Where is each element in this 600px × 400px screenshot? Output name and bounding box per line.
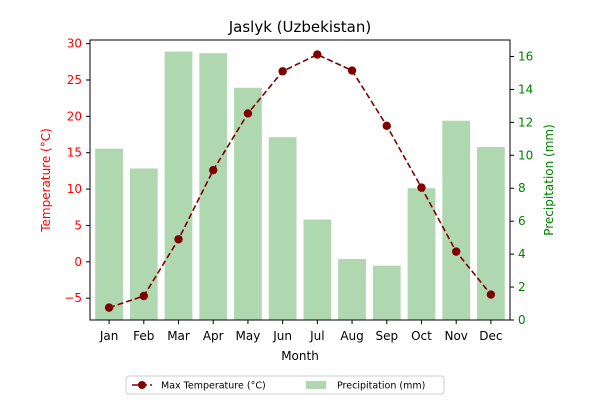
temp-point-may: [243, 109, 253, 118]
y-right-tick-label: 2: [518, 280, 526, 294]
temp-point-jul: [313, 50, 322, 59]
x-tick-label: Oct: [411, 329, 432, 343]
y-left-tick-label: 15: [67, 146, 82, 160]
precip-bar-jun: [268, 137, 297, 320]
precip-bar-mar: [164, 51, 193, 320]
precip-bar-jul: [303, 219, 332, 320]
y-axis-left-label: Temperature (°C): [39, 128, 53, 233]
precipitation-bars: [95, 51, 505, 321]
precip-bar-apr: [199, 53, 228, 320]
x-tick-label: Aug: [340, 329, 363, 343]
x-tick-label: Jan: [99, 329, 119, 343]
x-tick-label: Apr: [203, 329, 224, 343]
legend-box: [125, 375, 445, 395]
x-tick-label: Feb: [133, 329, 154, 343]
x-tick-label: Sep: [375, 329, 398, 343]
y-right-tick-label: 8: [518, 181, 526, 195]
legend-label-temperature: Max Temperature (°C): [161, 381, 266, 392]
temperature-series-line: [108, 53, 492, 309]
x-tick-label: Jul: [309, 329, 324, 343]
temp-point-aug: [347, 66, 357, 75]
temp-point-sep: [382, 121, 391, 131]
axes: −5 0 5 10 15 20 25 30 0 2 4 6 8 10 12 14 16 Jan Feb Mar Apr M…: [64, 37, 533, 343]
legend-label-precipitation: Precipitation (mm): [337, 381, 425, 392]
x-tick-label: May: [236, 329, 261, 343]
precip-bar-sep: [372, 265, 401, 320]
temp-point-apr: [209, 165, 218, 175]
plot-frame: [89, 39, 511, 321]
y-left-tick-label: 25: [67, 73, 82, 87]
y-left-tick-label: 20: [67, 109, 82, 123]
precip-bar-nov: [442, 120, 471, 321]
y-right-tick-label: 14: [518, 82, 533, 96]
temperature-line: [104, 50, 496, 312]
y-left-tick-label: −5: [64, 291, 82, 305]
y-right-tick-label: 10: [518, 148, 533, 162]
temp-point-nov: [451, 247, 461, 256]
y-left-tick-label: 0: [74, 255, 82, 269]
precip-bar-may: [234, 87, 262, 320]
legend-marker-swatch: [138, 381, 146, 389]
temp-point-mar: [174, 235, 183, 244]
y-right-tick-label: 12: [518, 115, 533, 129]
y-left-tick-label: 10: [67, 182, 82, 196]
x-tick-label: Mar: [167, 329, 190, 343]
y-left-tick-label: 5: [74, 218, 82, 232]
temp-point-jun: [278, 67, 287, 76]
x-tick-label: Jun: [272, 329, 292, 343]
x-tick-label: Dec: [479, 329, 502, 343]
y-right-tick-label: 4: [518, 247, 526, 261]
temp-point-oct: [417, 183, 426, 192]
x-axis-label: Month: [281, 349, 319, 363]
legend: Max Temperature (°C) Precipitation (mm): [125, 375, 445, 395]
temp-point-dec: [486, 290, 496, 299]
temp-point-jan: [104, 303, 114, 312]
chart-title: Jaslyk (Uzbekistan): [228, 18, 372, 36]
precip-bar-oct: [407, 188, 436, 320]
precip-bar-aug: [338, 259, 366, 320]
y-left-tick-label: 30: [67, 37, 82, 51]
precip-bar-jan: [95, 148, 123, 320]
legend-bar-swatch: [306, 381, 326, 389]
y-right-tick-label: 16: [518, 49, 533, 63]
y-axis-right-label: Precipitation (mm): [542, 124, 556, 236]
y-right-tick-label: 6: [518, 214, 526, 228]
y-right-tick-label: 0: [518, 313, 526, 327]
x-tick-label: Nov: [444, 329, 467, 343]
temp-point-feb: [139, 291, 149, 301]
